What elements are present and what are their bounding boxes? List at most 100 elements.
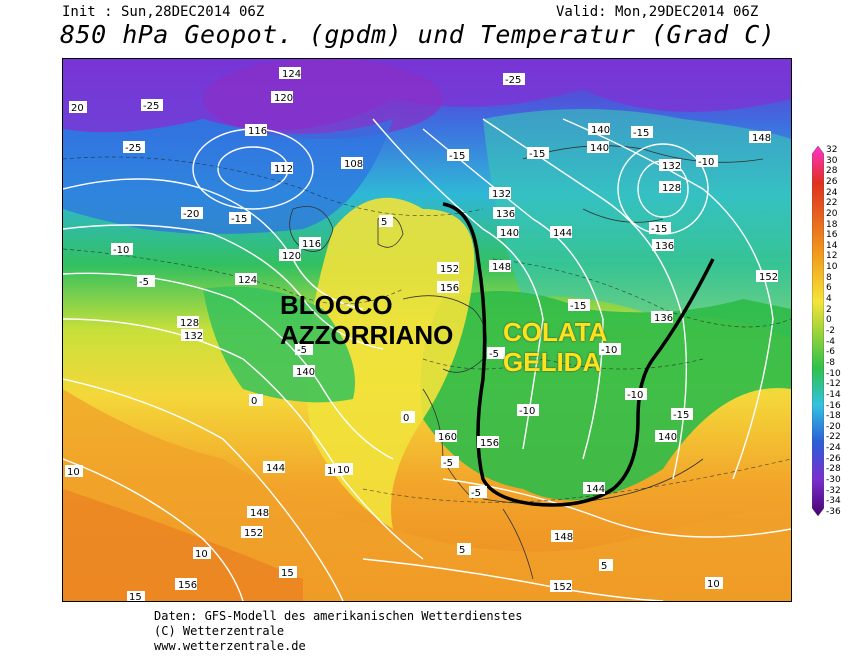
scale-label: -14 (826, 389, 841, 400)
geo-label-148c: 148 (554, 532, 573, 543)
geo-label-156b: 156 (440, 283, 459, 294)
geo-label-148d: 148 (752, 133, 771, 144)
geo-label-152d: 152 (759, 272, 778, 283)
geo-label-120: 120 (274, 93, 293, 104)
geo-label-116b: 116 (302, 239, 321, 250)
temp-label-5b: 5 (459, 545, 465, 556)
geo-label-132: 132 (184, 331, 203, 342)
scale-label: 12 (826, 251, 838, 262)
map-title: 850 hPa Geopot. (gpdm) und Temperatur (G… (60, 20, 776, 49)
temp-label-0b: 0 (403, 413, 409, 424)
geo-label-136b: 136 (655, 241, 674, 252)
cold-air-continent (420, 291, 791, 501)
annotation-blocco-azzorriano: BLOCCO AZZORRIANO (280, 290, 453, 350)
scale-label: 30 (826, 155, 838, 166)
geo-label-116: 116 (248, 126, 267, 137)
scale-label: 26 (826, 176, 838, 187)
temperature-color-scale: 32 30 28 26 24 22 20 18 16 14 12 10 8 6 4 2 0 -2 -4 -6 -8 -10… (811, 145, 850, 517)
footer-data-source: Daten: GFS-Modell des amerikanischen Wet… (154, 609, 523, 623)
scale-label: -28 (826, 464, 841, 475)
geo-label-128b: 128 (662, 183, 681, 194)
scale-label: 8 (826, 272, 832, 283)
temp-label-m20: -20 (183, 209, 199, 220)
geo-label-152b: 152 (440, 264, 459, 275)
annotation-blocco-line2: AZZORRIANO (280, 320, 454, 350)
scale-label: -2 (826, 326, 835, 336)
scale-label: -24 (826, 443, 841, 454)
scale-label: -4 (826, 336, 835, 347)
geo-label-160: 160 (438, 432, 457, 443)
scale-label: 2 (826, 304, 832, 315)
scale-label: -12 (826, 379, 841, 390)
geo-label-112: 112 (274, 164, 293, 175)
geo-label-144b: 144 (553, 228, 572, 239)
cold-outbreak-outline (442, 202, 715, 507)
scale-label: 28 (826, 166, 838, 177)
temp-label-10b: 10 (337, 465, 350, 476)
scale-label: 0 (826, 315, 832, 326)
scale-label: 14 (826, 240, 838, 251)
scale-label: 18 (826, 219, 838, 230)
cold-core-arctic (203, 59, 443, 139)
temp-label-m25: -25 (143, 101, 159, 112)
scale-label: 16 (826, 230, 838, 241)
geo-label-152c: 152 (553, 582, 572, 593)
scale-label: -16 (826, 400, 841, 411)
temp-label-m10c: -10 (601, 345, 617, 356)
scale-label: 24 (826, 187, 838, 198)
weather-map: 124 120 116 112 108 116 120 124 128 132 … (62, 58, 792, 602)
scale-label: -22 (826, 432, 841, 443)
temp-label-15b: 15 (129, 592, 142, 601)
geo-label-140c: 140 (591, 125, 610, 136)
geo-label-148: 148 (250, 508, 269, 519)
geo-label-124b: 124 (238, 275, 257, 286)
scale-label: -30 (826, 475, 841, 486)
warm-ridge (306, 197, 475, 529)
temp-label-m15d: -15 (633, 128, 649, 139)
scale-label: 6 (826, 283, 832, 294)
geo-label-108: 108 (344, 159, 363, 170)
geo-label-132b: 132 (492, 189, 511, 200)
warm-zone-south (63, 389, 791, 601)
scale-label: 20 (826, 208, 838, 219)
temp-label-10: 10 (327, 466, 340, 477)
geo-label-136c: 136 (654, 313, 673, 324)
geo-label-156c: 156 (480, 438, 499, 449)
geo-label-140e: 140 (658, 432, 677, 443)
geo-label-140d: 140 (590, 143, 609, 154)
scale-label: -34 (826, 496, 841, 507)
geo-label-152: 152 (244, 528, 263, 539)
scale-label: -36 (826, 507, 841, 517)
temp-label-m15f: -15 (570, 301, 586, 312)
geo-label-144: 144 (266, 463, 285, 474)
temp-label-10c: 10 (67, 467, 80, 478)
scale-label: -32 (826, 485, 841, 496)
init-time: Init : Sun,28DEC2014 06Z (62, 4, 265, 20)
geo-label-156: 156 (178, 580, 197, 591)
temp-label-m10b: -10 (698, 157, 714, 168)
temp-label-m10: -10 (113, 245, 129, 256)
temp-label-m15b: -15 (449, 151, 465, 162)
scale-label: 10 (826, 262, 838, 273)
temp-label-m15: -15 (231, 214, 247, 225)
scale-label: -26 (826, 453, 841, 464)
geo-label-144c: 144 (586, 484, 605, 495)
footer-copyright: (C) Wetterzentrale (154, 624, 285, 638)
temp-label-m10d: -10 (519, 406, 535, 417)
annotation-colata-gelida: COLATA GELIDA (503, 317, 607, 377)
temp-label-5: 5 (381, 217, 387, 228)
color-scale-bar (811, 145, 825, 517)
map-canvas: 124 120 116 112 108 116 120 124 128 132 … (63, 59, 791, 601)
temp-label-m15e: -15 (651, 224, 667, 235)
annotation-colata-line1: COLATA (503, 317, 608, 347)
temp-label-0: 0 (251, 396, 257, 407)
cold-zone-northwest (63, 119, 393, 234)
temp-label-m5d: -5 (471, 488, 481, 499)
geo-label-120b: 120 (282, 251, 301, 262)
temp-label-m5: -5 (139, 277, 149, 288)
temp-label-10d: 10 (195, 549, 208, 560)
scale-label: -6 (826, 347, 835, 358)
scale-label: -10 (826, 368, 841, 379)
temp-label-5c: 5 (601, 561, 607, 572)
scale-label: 4 (826, 294, 832, 305)
